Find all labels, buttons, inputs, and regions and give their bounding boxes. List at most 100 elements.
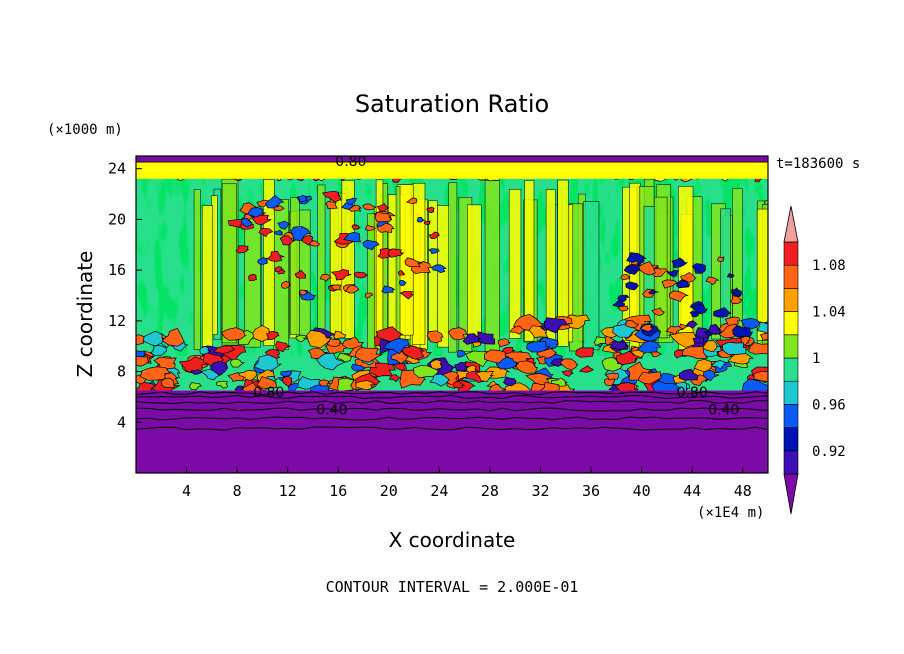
contour-interval-footer: CONTOUR INTERVAL = 2.000E-01	[326, 578, 579, 596]
turbulence-blob	[740, 318, 762, 330]
turbulence-blob	[559, 358, 579, 371]
y-tick-label: 8	[117, 363, 126, 381]
turbulence-blob	[150, 345, 167, 356]
streak	[290, 197, 300, 336]
turbulence-blob	[416, 216, 426, 223]
colorbar-bottom-arrow	[783, 473, 799, 515]
turbulence-blob	[326, 337, 342, 348]
turbulence-blob	[377, 222, 395, 233]
turbulence-blob	[281, 375, 293, 388]
turbulence-blob	[299, 289, 308, 296]
colorbar-swatch	[783, 357, 799, 382]
turbulence-blob	[374, 211, 391, 223]
streak	[524, 180, 535, 342]
turbulence-blob	[423, 220, 431, 225]
streak	[583, 201, 600, 351]
turbulence-blob	[639, 324, 653, 332]
contour-label: 0.80	[677, 385, 708, 401]
x-tick-label: 48	[734, 482, 752, 500]
surface-layer	[136, 390, 768, 473]
plot-frame	[135, 155, 769, 474]
contour-label: 0.40	[708, 403, 739, 419]
colorbar-swatch	[783, 241, 799, 266]
x-tick-label: 36	[582, 482, 600, 500]
x-tick-label: 40	[633, 482, 651, 500]
top-band-fill	[136, 161, 768, 179]
turbulence-blob	[661, 279, 680, 289]
y-tick-label: 20	[108, 210, 126, 228]
contour-line	[136, 416, 768, 421]
contour-label: 0.80	[335, 154, 366, 170]
turbulence-blob	[705, 276, 720, 286]
streak	[201, 205, 214, 347]
turbulence-blob	[669, 332, 697, 348]
turbulence-blob	[525, 373, 554, 385]
surface-region	[136, 390, 768, 473]
turbulence-blob	[398, 280, 407, 287]
turbulence-blob	[431, 264, 447, 273]
turbulence-blob	[713, 307, 732, 318]
turbulence-blob	[429, 359, 442, 370]
turbulence-blob	[325, 201, 338, 210]
turbulence-blob	[322, 190, 341, 203]
turbulence-blob	[671, 257, 689, 268]
turbulence-blob	[290, 226, 312, 241]
streak	[317, 184, 326, 351]
turbulence-blob	[364, 292, 374, 298]
x-tick-label: 32	[531, 482, 549, 500]
turbulence-blob	[474, 370, 495, 382]
contour-line	[136, 391, 768, 396]
turbulence-blob	[387, 248, 405, 258]
turbulence-blob	[426, 330, 444, 344]
colorbar-swatch	[783, 450, 799, 475]
chart-title: Saturation Ratio	[355, 90, 549, 118]
x-tick-label: 24	[430, 482, 448, 500]
turbulence-blob	[342, 231, 362, 243]
turbulence-blob	[404, 257, 423, 268]
turbulence-blob	[561, 370, 574, 377]
turbulence-blob	[235, 245, 250, 254]
turbulence-blob	[748, 342, 768, 355]
contour-line	[136, 407, 768, 412]
turbulence-blob	[669, 290, 689, 303]
turbulence-blob	[345, 197, 358, 205]
time-label: t=183600 s	[776, 156, 860, 172]
colorbar-swatch	[783, 380, 799, 405]
turbulence-blob	[497, 338, 511, 348]
streak	[193, 189, 201, 350]
turbulence-blob	[509, 325, 526, 335]
y-tick-label: 12	[108, 312, 126, 330]
turbulence-blob	[266, 250, 285, 262]
x-tick-label: 12	[279, 482, 297, 500]
turbulence-blob	[362, 239, 380, 251]
turbulence-blob	[210, 360, 229, 376]
turbulence-blob	[307, 347, 329, 360]
y-tick-label: 4	[117, 413, 126, 431]
turbulence-blob	[160, 377, 175, 388]
turbulence-blob	[727, 351, 755, 365]
turbulence-blob	[648, 288, 658, 295]
turbulence-blob	[337, 377, 355, 393]
y-units-label: (×1000 m)	[47, 122, 123, 138]
turbulence-blob	[721, 341, 747, 355]
colorbar-swatch	[783, 427, 799, 452]
streak	[367, 213, 376, 351]
streak	[467, 204, 482, 339]
turbulence-blob	[689, 310, 702, 318]
streak	[221, 183, 237, 344]
turbulence-blob	[296, 195, 308, 202]
contour-line	[136, 426, 768, 431]
turbulence-blob	[190, 368, 204, 375]
turbulence-blob	[502, 376, 517, 387]
turbulence-blob	[388, 374, 402, 383]
x-tick-label: 16	[329, 482, 347, 500]
turbulence-blob	[230, 358, 245, 368]
turbulence-blob	[636, 340, 662, 353]
turbulence-blob	[397, 270, 405, 276]
turbulence-blob	[355, 380, 377, 391]
turbulence-blob	[376, 203, 390, 212]
y-axis-title: Z coordinate	[73, 251, 97, 378]
turbulence-blob	[382, 337, 410, 355]
turbulence-blob	[364, 224, 377, 231]
